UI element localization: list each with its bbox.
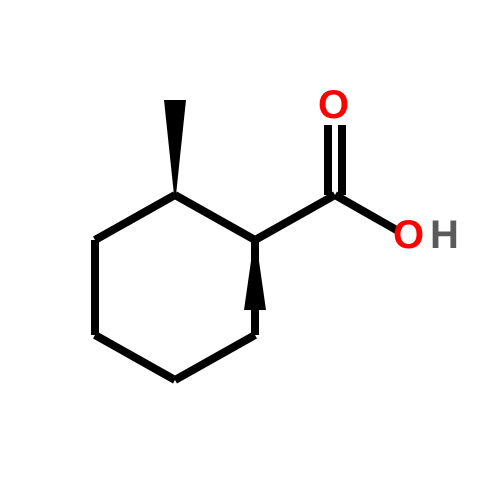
atom-label-O_single: O: [393, 213, 424, 257]
atom-label-O_double: O: [318, 83, 349, 127]
molecule-diagram: OOH: [0, 0, 500, 500]
atom-label-H: H: [430, 213, 459, 257]
